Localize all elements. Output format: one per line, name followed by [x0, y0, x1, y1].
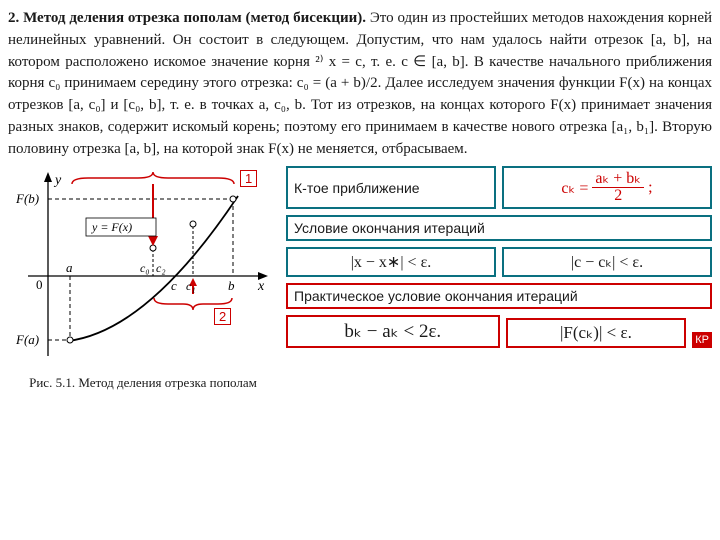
svg-text:a: a: [66, 260, 73, 275]
cond1-formula: |x − x∗| < ε.: [286, 247, 496, 277]
ck-formula: cₖ = aₖ + bₖ2 ;: [502, 166, 712, 209]
kth-approx-label: К-тое приближение: [286, 166, 496, 209]
svg-text:y = F(x): y = F(x): [91, 220, 132, 234]
svg-text:c₀: c₀: [140, 261, 150, 275]
svg-text:F(b): F(b): [15, 191, 39, 206]
label-1: 1: [240, 170, 257, 187]
svg-text:x: x: [257, 279, 265, 294]
svg-text:c₁: c₁: [186, 279, 196, 293]
svg-text:b: b: [228, 278, 235, 293]
prac2-formula: |F(cₖ)| < ε.: [506, 318, 687, 348]
term-cond-label: Условие окончания итераций: [286, 215, 712, 241]
kr-badge: КР: [692, 332, 712, 348]
svg-text:y: y: [53, 173, 62, 188]
cond2-formula: |c − cₖ| < ε.: [502, 247, 712, 277]
svg-text:c: c: [171, 278, 177, 293]
practical-cond-label: Практическое условие окончания итераций: [286, 283, 712, 309]
label-2: 2: [214, 308, 231, 325]
svg-text:F(a): F(a): [15, 332, 39, 347]
prac1-formula: bₖ − aₖ < 2ε.: [286, 315, 500, 348]
svg-text:c₂: c₂: [156, 261, 166, 275]
main-paragraph: 2. Метод деления отрезка пополам (метод …: [8, 8, 712, 160]
bisection-diagram: y x F(b) F(a) 0 a b c c₁ c₀ c₂ y = F(x) …: [8, 166, 278, 371]
svg-text:0: 0: [36, 277, 43, 292]
figure-caption: Рис. 5.1. Метод деления отрезка пополам: [8, 375, 278, 391]
